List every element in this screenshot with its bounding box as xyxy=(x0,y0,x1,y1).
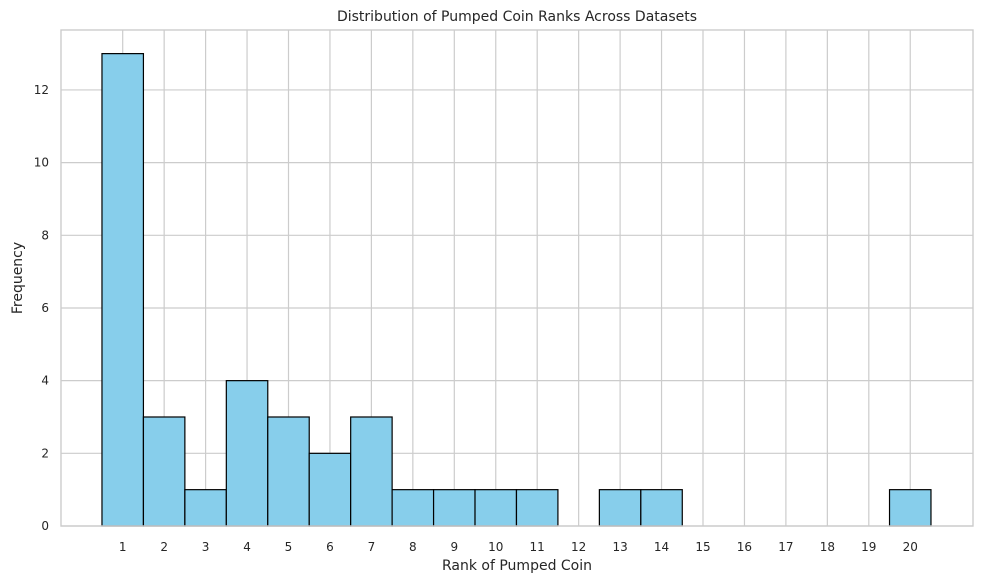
x-tick-labels: 1 2 3 4 5 6 7 8 9 10 11 12 13 14 15 16 17 18 19 20 xyxy=(119,540,918,554)
y-tick-label: 6 xyxy=(41,301,49,315)
x-tick-label: 1 xyxy=(119,540,127,554)
x-tick-label: 9 xyxy=(450,540,458,554)
bar-rank-3 xyxy=(184,489,227,527)
y-tick-label: 8 xyxy=(41,228,49,242)
bar-rank-2 xyxy=(142,416,186,527)
plot-frame xyxy=(60,29,974,527)
x-tick-label: 14 xyxy=(654,540,669,554)
y-tick-label: 12 xyxy=(34,83,49,97)
bar-rank-7 xyxy=(350,416,393,527)
x-tick-label: 18 xyxy=(820,540,835,554)
bar-rank-6 xyxy=(308,452,352,527)
x-tick-label: 5 xyxy=(285,540,293,554)
bar-rank-10 xyxy=(474,489,518,527)
x-tick-label: 2 xyxy=(160,540,168,554)
bar-rank-4 xyxy=(225,380,269,527)
y-tick-label: 0 xyxy=(41,519,49,533)
bar-rank-13 xyxy=(598,489,642,527)
bars xyxy=(101,53,932,527)
x-tick-label: 4 xyxy=(243,540,251,554)
x-tick-label: 19 xyxy=(861,540,876,554)
y-axis-label: Frequency xyxy=(10,242,26,314)
x-tick-label: 11 xyxy=(530,540,545,554)
x-tick-label: 6 xyxy=(326,540,334,554)
bar-rank-14 xyxy=(640,489,683,527)
y-tick-label: 10 xyxy=(34,156,49,170)
bar-rank-9 xyxy=(432,489,476,527)
bar-rank-5 xyxy=(267,416,310,527)
bar-rank-20 xyxy=(888,489,932,527)
x-axis-label: Rank of Pumped Coin xyxy=(442,558,592,574)
y-tick-labels: 0 2 4 6 8 10 12 xyxy=(34,83,49,533)
x-tick-label: 7 xyxy=(368,540,376,554)
y-tick-label: 4 xyxy=(41,374,49,388)
x-tick-label: 20 xyxy=(903,540,918,554)
x-tick-label: 16 xyxy=(737,540,752,554)
bar-rank-8 xyxy=(391,489,435,527)
x-tick-label: 12 xyxy=(571,540,586,554)
x-tick-label: 15 xyxy=(695,540,710,554)
x-tick-label: 10 xyxy=(488,540,503,554)
x-tick-label: 17 xyxy=(778,540,793,554)
x-tick-label: 3 xyxy=(202,540,210,554)
chart-title: Distribution of Pumped Coin Ranks Across… xyxy=(337,9,697,25)
y-tick-label: 2 xyxy=(41,446,49,460)
bar-rank-11 xyxy=(515,489,559,527)
x-tick-label: 13 xyxy=(612,540,627,554)
bar-rank-1 xyxy=(101,53,145,527)
x-tick-label: 8 xyxy=(409,540,417,554)
grid-lines xyxy=(61,30,973,527)
